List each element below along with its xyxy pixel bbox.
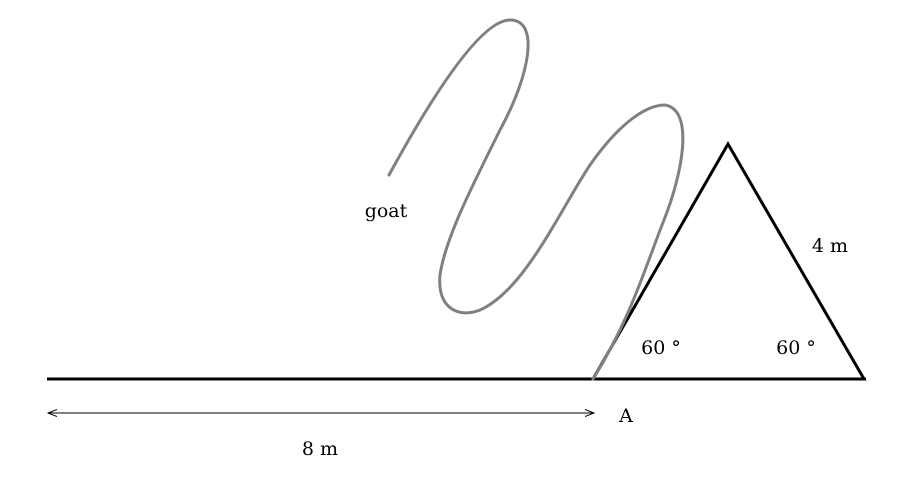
right-angle-label: 60 ° bbox=[776, 337, 816, 359]
equilateral-triangle bbox=[590, 140, 867, 381]
distance-label: 8 m bbox=[302, 438, 338, 460]
left-angle-label: 60 ° bbox=[641, 337, 681, 359]
goat-label: goat bbox=[365, 200, 408, 222]
side-length-label: 4 m bbox=[812, 235, 848, 257]
goat-path bbox=[387, 18, 685, 381]
point-a-label: A bbox=[618, 405, 633, 427]
